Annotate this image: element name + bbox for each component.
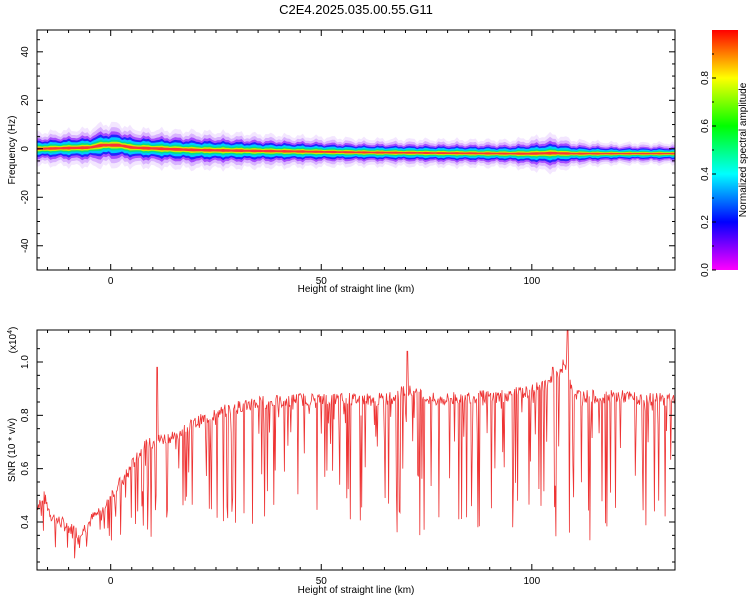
colorbar-gradient <box>712 30 738 270</box>
ytick-label: -40 <box>20 238 31 253</box>
xtick-label: 100 <box>523 576 540 587</box>
spectrogram-ticks: 0 50 100 -40 -20 0 20 40 <box>20 30 675 287</box>
ridge-band-6 <box>37 141 675 157</box>
snr-multiplier: (x104) <box>7 327 19 354</box>
ytick-label: 40 <box>20 46 31 58</box>
spectrogram-xlabel: Height of straight line (km) <box>298 284 415 295</box>
snr-line <box>37 330 675 559</box>
spectrogram-ridge <box>37 121 675 175</box>
colorbar-tick-label: 0.2 <box>700 215 711 229</box>
colorbar-tick-label: 0.4 <box>700 167 711 181</box>
xtick-label: 50 <box>316 576 328 587</box>
xtick-label: 0 <box>108 576 114 587</box>
snr-frame <box>36 329 676 571</box>
chart-title: C2E4.2025.035.00.55.G11 <box>279 2 433 17</box>
ridge-band-7 <box>37 143 675 155</box>
ytick-label: 0.8 <box>20 408 31 422</box>
colorbar: 0.0 0.2 0.4 0.6 0.8 Normalized spectral ampl… <box>700 30 749 277</box>
spectrogram-panel: 0 50 100 -40 -20 0 20 40 Height of straight lin… <box>7 29 676 295</box>
snr-panel: 0 50 100 0.4 0.6 0.8 1.0 Height of straight li… <box>7 327 676 596</box>
xtick-label: 0 <box>108 276 114 287</box>
ytick-label: 0.6 <box>20 461 31 475</box>
spectrogram-ylabel: Frequency (Hz) <box>7 116 18 185</box>
colorbar-label: Normalized spectral amplitude <box>738 82 749 217</box>
colorbar-ticks: 0.0 0.2 0.4 0.6 0.8 <box>700 53 716 277</box>
xtick-label: 50 <box>316 276 328 287</box>
ytick-label: 0 <box>20 146 31 152</box>
snr-xlabel: Height of straight line (km) <box>298 585 415 596</box>
colorbar-tick-label: 0.6 <box>700 119 711 133</box>
snr-ylabel: SNR (10 * v/v) <box>7 418 18 482</box>
ytick-label: 1.0 <box>20 355 31 369</box>
colorbar-tick-label: 0.0 <box>700 263 711 277</box>
snr-series-line <box>37 330 675 559</box>
ytick-label: -20 <box>20 190 31 205</box>
colorbar-tick-label: 0.8 <box>700 71 711 85</box>
snr-ticks: 0 50 100 0.4 0.6 0.8 1.0 <box>20 330 675 587</box>
xtick-label: 100 <box>523 276 540 287</box>
ytick-label: 20 <box>20 94 31 106</box>
ytick-label: 0.4 <box>20 515 31 529</box>
spectrogram-frame <box>36 29 676 271</box>
